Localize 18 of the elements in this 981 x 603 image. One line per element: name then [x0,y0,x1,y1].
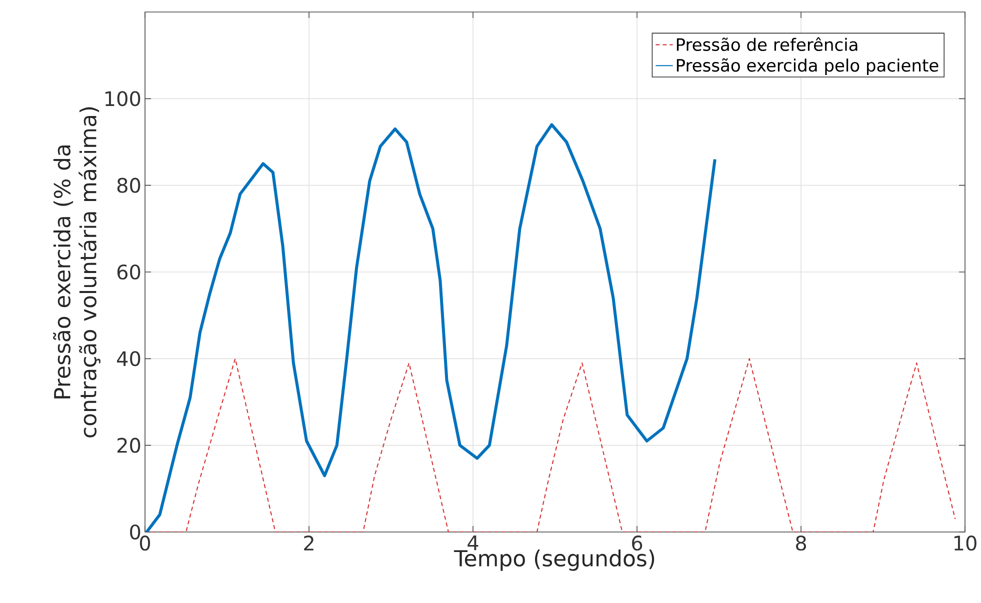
line-series [145,123,716,532]
x-tick-label: 4 [468,536,478,550]
x-tick-label: 8 [796,536,806,551]
x-tick-label: 0 [140,536,150,551]
line-series [145,358,956,532]
x-tick-label: 10 [954,536,976,551]
legend-label: Pressão exercida pelo paciente [676,58,938,76]
y-tick-label: 40 [116,351,140,366]
x-tick-label: 6 [632,536,642,551]
legend-label: Pressão de referência [676,37,858,52]
y-tick-label: 100 [105,91,140,106]
y-axis-title: Pressão exercida (% da contração voluntária máxima) [53,107,100,438]
y-tick-label: 80 [117,178,140,193]
y-tick-label: 20 [117,438,140,453]
x-axis-title: Tempo (segundos) [454,550,654,571]
x-tick-label: 2 [304,536,314,550]
y-tick-label: 60 [117,264,140,280]
y-tick-label: 0 [130,524,140,540]
